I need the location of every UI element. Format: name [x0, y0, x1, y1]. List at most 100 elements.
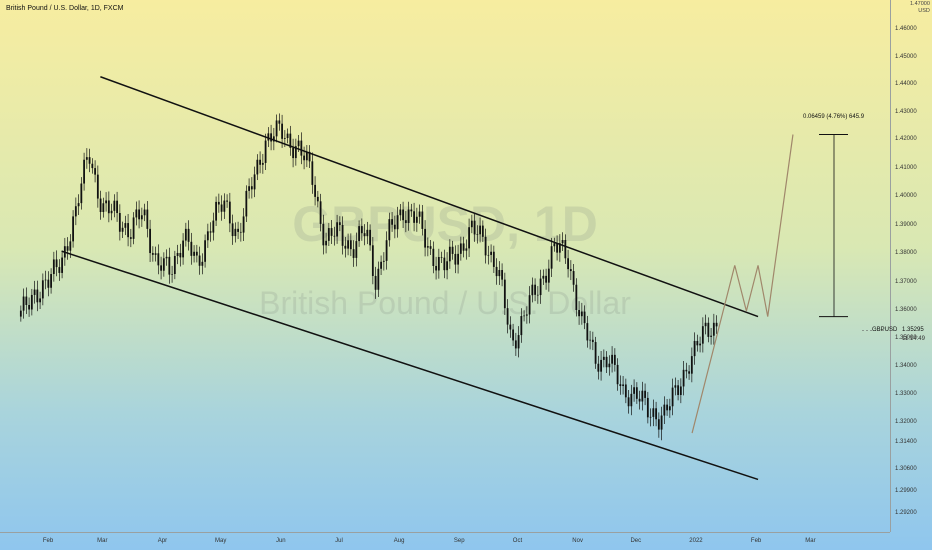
- candle-body: [564, 240, 567, 259]
- candle-body: [286, 133, 289, 139]
- candle-body: [418, 211, 421, 217]
- candle-body: [534, 284, 536, 295]
- candle-body: [602, 356, 605, 360]
- candle-body: [677, 385, 679, 395]
- candle-body: [253, 174, 256, 190]
- candle-body: [479, 225, 481, 235]
- candle-body: [289, 133, 292, 148]
- candle-body: [50, 274, 52, 288]
- candle-body: [264, 140, 267, 163]
- candle-body: [641, 390, 644, 402]
- candle-body: [215, 201, 217, 221]
- candle-body: [446, 261, 448, 271]
- candle-body: [217, 201, 220, 205]
- currency-code: USD: [918, 8, 930, 14]
- candle-body: [201, 261, 204, 266]
- candle-body: [594, 342, 597, 364]
- watermark-name: British Pound / U.S. Dollar: [259, 285, 631, 321]
- candle-body: [663, 404, 666, 416]
- candle-body: [360, 226, 363, 234]
- candle-body: [539, 278, 542, 296]
- candle-body: [435, 265, 437, 271]
- candle-body: [28, 304, 30, 310]
- candle-body: [509, 324, 512, 330]
- candle-body: [270, 133, 272, 142]
- candle-body: [635, 387, 638, 399]
- candle-body: [41, 280, 44, 299]
- candle-body: [80, 183, 83, 204]
- candle-body: [33, 289, 36, 295]
- candle-body: [344, 245, 347, 249]
- candle-body: [187, 228, 190, 242]
- candle-body: [116, 200, 118, 214]
- candle-body: [385, 240, 388, 261]
- channel-line-upper: [100, 76, 759, 318]
- candle-body: [605, 356, 608, 368]
- candle-body: [704, 322, 707, 327]
- candle-body: [451, 246, 454, 254]
- candle-body: [404, 220, 407, 224]
- candle-body: [481, 225, 484, 237]
- candle-body: [127, 223, 129, 238]
- candle-body: [666, 404, 668, 411]
- price-axis[interactable]: 1.46000 1.45000 1.44000 1.43000 1.42000 1.410…: [890, 0, 932, 532]
- candle-body: [283, 138, 286, 139]
- candle-body: [193, 251, 195, 256]
- candle-body: [297, 140, 300, 147]
- candle-body: [190, 241, 193, 256]
- bar-countdown-label: 11:14:49: [902, 336, 925, 342]
- candle-body: [173, 255, 176, 275]
- candle-body: [355, 241, 358, 258]
- candle-body: [503, 279, 506, 309]
- price-tick-label: 1.42000: [895, 136, 917, 142]
- candle-body: [682, 369, 685, 387]
- candle-body: [146, 209, 149, 229]
- candle-body: [102, 203, 105, 213]
- candle-body: [575, 284, 578, 311]
- candle-body: [608, 363, 611, 368]
- time-axis[interactable]: Feb Mar Apr May Jun Jul Aug Sep Oct Nov Dec 2022 Feb…: [0, 532, 890, 551]
- candle-body: [22, 296, 25, 311]
- candle-body: [47, 279, 50, 288]
- candle-body: [501, 270, 503, 280]
- candle-body: [679, 386, 682, 395]
- candle-body: [305, 151, 308, 161]
- candle-body: [685, 369, 688, 372]
- candle-body: [550, 246, 553, 269]
- candle-body: [572, 271, 575, 285]
- candle-body: [206, 231, 209, 241]
- candle-body: [19, 310, 22, 317]
- candle-body: [237, 228, 239, 232]
- candle-body: [459, 243, 462, 254]
- candle-body: [363, 233, 366, 237]
- candle-body: [94, 168, 96, 175]
- candle-body: [437, 256, 440, 271]
- candle-body: [171, 274, 173, 275]
- candle-body: [96, 174, 99, 199]
- candle-body: [413, 211, 415, 223]
- candle-body: [443, 257, 446, 271]
- time-tick-label: Sep: [453, 538, 465, 544]
- candle-body: [248, 186, 250, 191]
- candle-body: [52, 259, 55, 275]
- candle-body: [275, 120, 278, 137]
- candle-body: [715, 322, 718, 327]
- candle-body: [256, 159, 259, 175]
- candle-body: [118, 213, 121, 232]
- chart-title: British Pound / U.S. Dollar, 1D, FXCM: [6, 5, 124, 12]
- candle-body: [624, 384, 627, 398]
- price-tick-label: 1.39000: [895, 221, 917, 228]
- candle-body: [600, 359, 602, 372]
- price-tick-label: 1.35000: [895, 335, 917, 341]
- candle-body: [140, 215, 143, 220]
- time-tick-label: Jul: [335, 538, 343, 544]
- candle-body: [149, 228, 151, 254]
- candle-body: [124, 223, 127, 228]
- candle-body: [622, 384, 624, 387]
- candle-body: [308, 151, 311, 162]
- candle-body: [583, 311, 586, 324]
- candle-body: [85, 157, 88, 160]
- candle-body: [674, 385, 677, 388]
